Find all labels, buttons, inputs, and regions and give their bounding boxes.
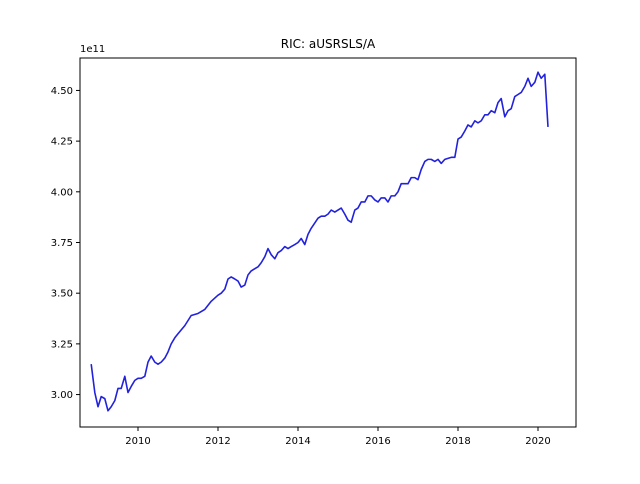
y-axis-offset-label: 1e11 xyxy=(80,44,105,55)
y-tick-label: 4.50 xyxy=(51,86,73,97)
x-axis: 2010 2012 2014 2016 2018 2020 xyxy=(125,427,551,447)
y-tick-label: 3.25 xyxy=(51,339,73,350)
y-tick-label: 3.50 xyxy=(51,289,73,300)
x-tick-label: 2018 xyxy=(445,436,470,447)
y-tick-label: 3.00 xyxy=(51,390,73,401)
series-line-0 xyxy=(90,71,549,412)
x-tick-label: 2012 xyxy=(205,436,230,447)
x-tick-label: 2016 xyxy=(365,436,390,447)
y-tick-label: 4.00 xyxy=(51,187,73,198)
x-tick-label: 2010 xyxy=(125,436,150,447)
series-layer xyxy=(90,71,549,412)
x-tick-label: 2020 xyxy=(525,436,550,447)
x-tick-label: 2014 xyxy=(285,436,310,447)
y-tick-label: 4.25 xyxy=(51,137,73,148)
chart-title: RIC: aUSRSLS/A xyxy=(281,37,376,51)
y-tick-label: 3.75 xyxy=(51,238,73,249)
plot-area-frame xyxy=(79,57,577,428)
y-axis: 3.00 3.25 3.50 3.75 4.00 4.25 4.50 xyxy=(51,86,80,401)
